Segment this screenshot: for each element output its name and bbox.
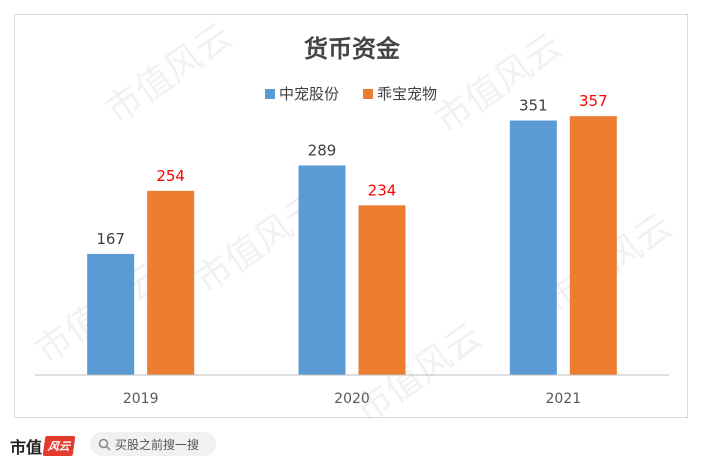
bar [147, 190, 195, 375]
data-label: 289 [308, 141, 337, 159]
x-tick-label: 2020 [334, 391, 370, 407]
bar [358, 205, 406, 375]
chart-title: 货币资金 [304, 35, 401, 63]
legend-swatch [363, 89, 373, 99]
brand-name: 市值 [10, 438, 43, 457]
bar-chart: 货币资金 中宠股份 乖宝宠物 167 254 289 234 351 357 2019 202… [35, 35, 669, 407]
data-label: 351 [519, 97, 548, 115]
x-tick-label: 2019 [123, 391, 159, 407]
search-icon [98, 438, 111, 451]
brand-stamp: 风云 [42, 436, 76, 456]
data-label: 357 [579, 92, 608, 110]
legend-label: 中宠股份 [279, 85, 339, 103]
data-labels-group: 167 254 289 234 351 357 [96, 92, 607, 248]
data-label: 234 [368, 181, 397, 199]
search-box[interactable]: 买股之前搜一搜 [90, 432, 216, 456]
legend-label: 乖宝宠物 [377, 85, 437, 103]
chart-card: 市值风云 市值风云 市值风云 市值风云 市值风云 市值风云 货币资金 中宠股份乖… [14, 14, 688, 432]
legend: 中宠股份 乖宝宠物 [265, 85, 437, 103]
x-tick-labels: 2019 2020 2021 [123, 391, 581, 407]
data-label: 254 [156, 167, 185, 185]
bar [569, 116, 617, 376]
brand-logo: 市值 风云 [10, 434, 76, 458]
footer-bar: 市值 风云 买股之前搜一搜 [0, 424, 703, 468]
legend-swatch [265, 89, 275, 99]
x-tick-label: 2021 [546, 391, 582, 407]
data-label: 167 [96, 230, 125, 248]
bars-group [87, 116, 617, 376]
bar [509, 120, 557, 376]
bar [87, 253, 135, 375]
search-placeholder: 买股之前搜一搜 [115, 437, 200, 452]
bar [298, 165, 346, 375]
